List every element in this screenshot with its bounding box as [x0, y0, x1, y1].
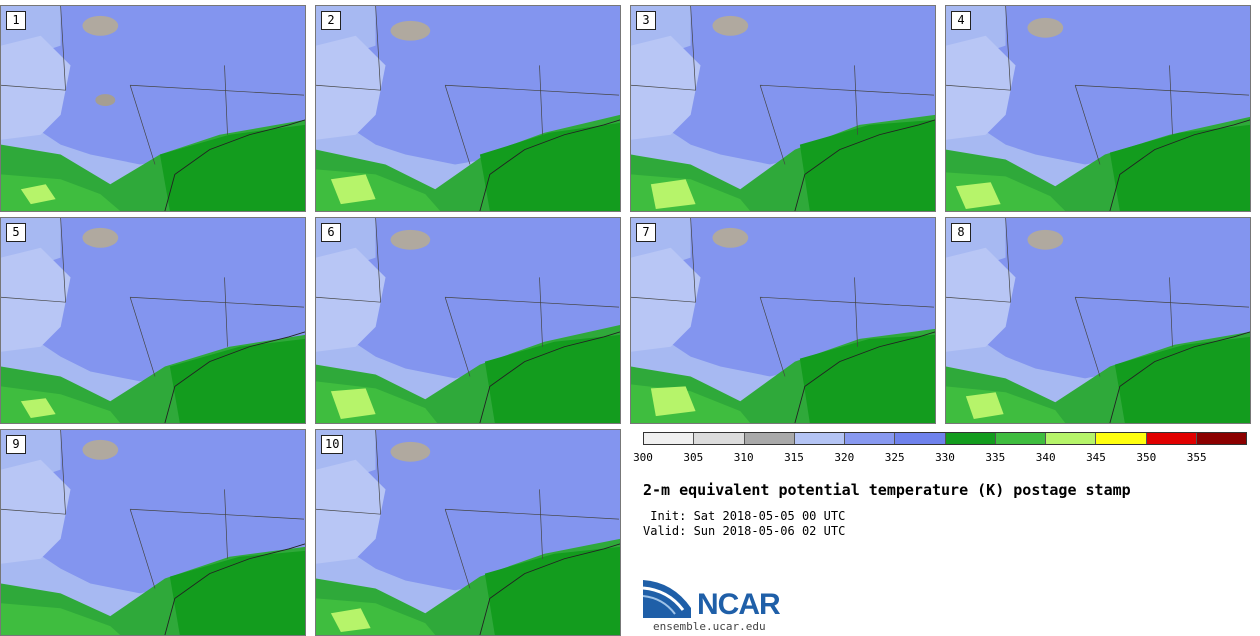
member-panel-3: 3	[630, 5, 936, 212]
panel-number: 5	[6, 223, 26, 242]
colorbar-ticks: 300 305 310 315 320 325 330 335 340 345 350 355	[633, 451, 1247, 465]
map-svg	[1, 218, 305, 423]
colorbar-tick-label: 320	[834, 451, 855, 464]
map-svg	[316, 430, 620, 635]
map-svg	[946, 6, 1250, 211]
colorbar-segment-9	[1096, 433, 1147, 444]
map-svg	[316, 6, 620, 211]
colorbar-tick-label: 350	[1136, 451, 1157, 464]
colorbar-segment-6	[945, 433, 996, 444]
colorbar-tick-label: 310	[733, 451, 754, 464]
colorbar-tick-label: 325	[884, 451, 905, 464]
panel-number: 8	[951, 223, 971, 242]
colorbar-segment-0	[644, 433, 695, 444]
panel-number: 6	[321, 223, 341, 242]
map-svg	[631, 6, 935, 211]
panel-number: 2	[321, 11, 341, 30]
panel-number: 1	[6, 11, 26, 30]
member-panel-4: 4	[945, 5, 1251, 212]
panel-number: 10	[321, 435, 344, 454]
member-panel-10: 10	[315, 429, 621, 636]
map-svg	[1, 430, 305, 635]
colorbar-segment-5	[895, 433, 946, 444]
colorbar-segment-4	[845, 433, 896, 444]
colorbar-tick-label: 345	[1086, 451, 1106, 464]
colorbar-segment-3	[794, 433, 845, 444]
member-panel-5: 5	[0, 217, 306, 424]
colorbar-tick-label: 315	[784, 451, 804, 464]
colorbar-tick-label: 335	[985, 451, 1006, 464]
site-url[interactable]: ensemble.ucar.edu	[653, 620, 766, 633]
map-svg	[631, 218, 935, 423]
colorbar-tick-label: 305	[683, 451, 704, 464]
colorbar-segment-11	[1196, 433, 1246, 444]
map-svg	[316, 218, 620, 423]
map-svg	[946, 218, 1250, 423]
colorbar-segment-10	[1146, 433, 1197, 444]
panel-number: 3	[636, 11, 656, 30]
member-panel-6: 6	[315, 217, 621, 424]
panel-number: 9	[6, 435, 26, 454]
panel-number: 4	[951, 11, 971, 30]
colorbar	[643, 432, 1247, 445]
member-panel-7: 7	[630, 217, 936, 424]
logo-text: NCAR	[697, 588, 781, 621]
member-panel-2: 2	[315, 5, 621, 212]
colorbar-tick-label: 340	[1035, 451, 1056, 464]
colorbar-tick-label: 330	[935, 451, 955, 464]
ncar-logo-icon	[643, 580, 691, 618]
colorbar-segment-1	[694, 433, 745, 444]
member-panel-1: 1	[0, 5, 306, 212]
panel-number: 7	[636, 223, 656, 242]
colorbar-tick-label: 300	[633, 451, 653, 464]
init-time: Init: Sat 2018-05-05 00 UTC	[643, 509, 846, 523]
member-panel-8: 8	[945, 217, 1251, 424]
valid-time: Valid: Sun 2018-05-06 02 UTC	[643, 524, 846, 538]
colorbar-tick-label: 355	[1186, 451, 1207, 464]
colorbar-segment-8	[1046, 433, 1097, 444]
page-title: 2-m equivalent potential temperature (K)…	[643, 481, 1131, 499]
member-panel-9: 9	[0, 429, 306, 636]
colorbar-segment-7	[995, 433, 1046, 444]
colorbar-segment-2	[744, 433, 795, 444]
map-svg	[1, 6, 305, 211]
